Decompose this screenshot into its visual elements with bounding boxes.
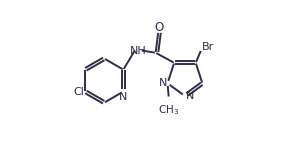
Text: O: O [154, 21, 163, 34]
Text: NH: NH [130, 46, 146, 56]
Text: Br: Br [202, 42, 215, 52]
Text: N: N [158, 78, 167, 88]
Text: N: N [119, 92, 128, 102]
Text: CH$_3$: CH$_3$ [158, 103, 180, 117]
Text: Cl: Cl [74, 87, 85, 97]
Text: N: N [186, 91, 194, 101]
